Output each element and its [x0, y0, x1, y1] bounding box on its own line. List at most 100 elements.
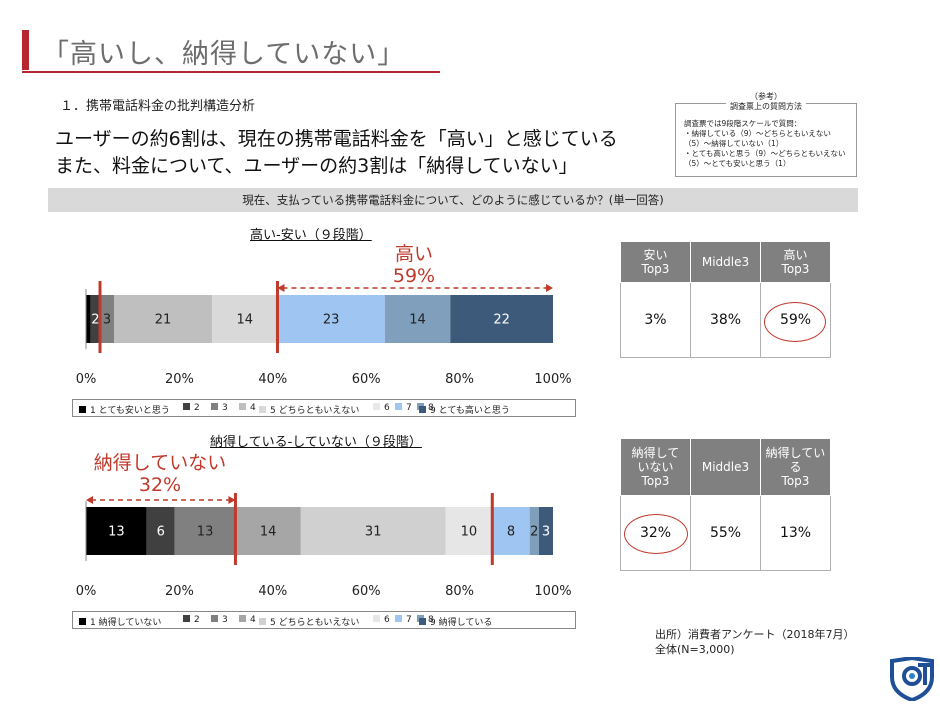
chart-1-callout-label: 高い	[394, 243, 433, 265]
bracket-arrow-left	[86, 496, 93, 504]
legend-swatch	[79, 406, 86, 413]
table-header-cell: 納得してい る Top3	[760, 438, 831, 496]
x-tick-label: 80%	[445, 584, 474, 599]
chart-1-title: 高い-安い（９段階）	[250, 228, 372, 243]
bar-segment	[90, 295, 101, 343]
legend-label: 6	[384, 403, 390, 413]
legend-swatch	[373, 403, 380, 410]
legend-swatch	[419, 618, 426, 625]
bar-segment	[100, 295, 115, 343]
legend-swatch	[239, 615, 246, 622]
legend-item: 5 どちらともいえない	[259, 615, 359, 628]
legend-label: 7	[406, 403, 412, 413]
legend-swatch	[183, 403, 190, 410]
x-tick-label: 20%	[165, 372, 194, 387]
legend-label: 1 とても安いと思う	[90, 406, 170, 416]
bar-segment	[86, 295, 91, 343]
x-tick-label: 80%	[445, 372, 474, 387]
reference-line: ・納得している（9）～どちらともいえない	[684, 129, 831, 138]
reference-box: （参考） 調査票上の質問方法 調査票では9段階スケールで質問： ・納得している（…	[675, 92, 857, 177]
legend-label: 2	[194, 615, 200, 625]
legend-item: 2	[183, 403, 200, 413]
title-accent-bar	[22, 30, 29, 70]
chart-1-callout: 高い 59%	[372, 243, 456, 287]
legend-item: 3	[211, 403, 228, 413]
legend-swatch	[183, 615, 190, 622]
x-tick-label: 20%	[165, 584, 194, 599]
data-label: 3	[103, 313, 111, 328]
reference-heading-2: 調査票上の質問方法	[730, 102, 802, 112]
data-label: 22	[493, 313, 510, 328]
title-underline	[22, 71, 440, 73]
legend-item: 2	[183, 615, 200, 625]
legend-item: 1 とても安いと思う	[79, 403, 170, 416]
bar-segment	[492, 507, 530, 555]
bar-segment	[445, 507, 493, 555]
reference-line: ・とても高いと思う（9）～どちらともいえない	[684, 149, 846, 158]
shield-logo-icon	[890, 657, 934, 701]
legend-swatch	[395, 615, 402, 622]
chart-2-svg: 13 6 13 14 31 10 8 2 3 0% 20% 40% 60% 80% 100%	[76, 493, 572, 599]
x-tick-label: 0%	[76, 372, 97, 387]
legend-swatch	[373, 615, 380, 622]
sample-size-text: 全体(N=3,000)	[655, 643, 735, 656]
bar-segment	[277, 295, 385, 343]
chart-2-top3-table: 納得して いない Top3 Middle3 納得してい る Top3 32% 5…	[620, 438, 831, 571]
bar-segment	[146, 507, 175, 555]
bracket-arrow-right	[546, 284, 553, 292]
legend-swatch	[259, 618, 266, 625]
bar-segment	[529, 507, 539, 555]
data-label: 3	[542, 525, 550, 540]
table-header-row: 安い Top3 Middle3 高い Top3	[620, 241, 831, 283]
legend-swatch	[211, 403, 218, 410]
legend-item: 4	[239, 403, 256, 413]
bar-segment	[86, 507, 147, 555]
legend-swatch	[395, 403, 402, 410]
data-label: 8	[507, 525, 515, 540]
legend-label: 9 納得している	[430, 618, 493, 628]
data-label: 14	[409, 313, 426, 328]
legend-label: 9 とても高いと思う	[430, 406, 510, 416]
headline-1: ユーザーの約6割は、現在の携帯電話料金を「高い」と感じている	[55, 128, 618, 150]
bar-segment	[174, 507, 236, 555]
legend-item: 9 とても高いと思う	[419, 403, 510, 416]
data-label: 14	[237, 313, 254, 328]
data-label: 2	[530, 525, 538, 540]
data-label: 14	[260, 525, 277, 540]
chart-1-callout-value: 59%	[392, 265, 436, 287]
section-label: １．携帯電話料金の批判構造分析	[60, 99, 256, 114]
legend-item: 7	[395, 403, 412, 413]
reference-heading-1: （参考）	[730, 92, 802, 102]
threshold-marker	[233, 493, 237, 565]
legend-label: 3	[222, 615, 228, 625]
data-label: 13	[108, 525, 125, 540]
table-header-cell: Middle3	[690, 241, 761, 283]
chart-1-top3-table: 安い Top3 Middle3 高い Top3 3% 38% 59%	[620, 241, 831, 358]
legend-label: 6	[384, 615, 390, 625]
table-header-cell: 安い Top3	[620, 241, 691, 283]
data-label: 13	[197, 525, 214, 540]
x-tick-label: 100%	[534, 372, 571, 387]
legend-label: 3	[222, 403, 228, 413]
data-label: 21	[155, 313, 172, 328]
table-cell: 38%	[690, 282, 761, 358]
legend-item: 6	[373, 403, 390, 413]
legend-label: 5 どちらともいえない	[270, 406, 360, 416]
x-tick-label: 100%	[534, 584, 571, 599]
data-label: 2	[91, 313, 99, 328]
legend-item: 9 納得している	[419, 615, 492, 628]
question-bar: 現在、支払っている携帯電話料金について、どのように感じているか？(単一回答)	[48, 188, 858, 212]
legend-item: 5 どちらともいえない	[259, 403, 359, 416]
legend-item: 6	[373, 615, 390, 625]
x-tick-label: 60%	[352, 372, 381, 387]
legend-item: 4	[239, 615, 256, 625]
legend-label: 8	[428, 403, 434, 413]
table-header-cell: 高い Top3	[760, 241, 831, 283]
threshold-marker	[98, 281, 102, 353]
bar-segment	[212, 295, 278, 343]
legend-swatch	[259, 406, 266, 413]
reference-line: 調査票では9段階スケールで質問：	[684, 119, 802, 128]
chart-2-legend: 1 納得していない 2 3 4 5 どちらともいえない 6 7 8 9 納得している	[72, 611, 576, 629]
source-text: 出所）消費者アンケート（2018年7月）	[655, 628, 855, 641]
data-label: 6	[157, 525, 165, 540]
